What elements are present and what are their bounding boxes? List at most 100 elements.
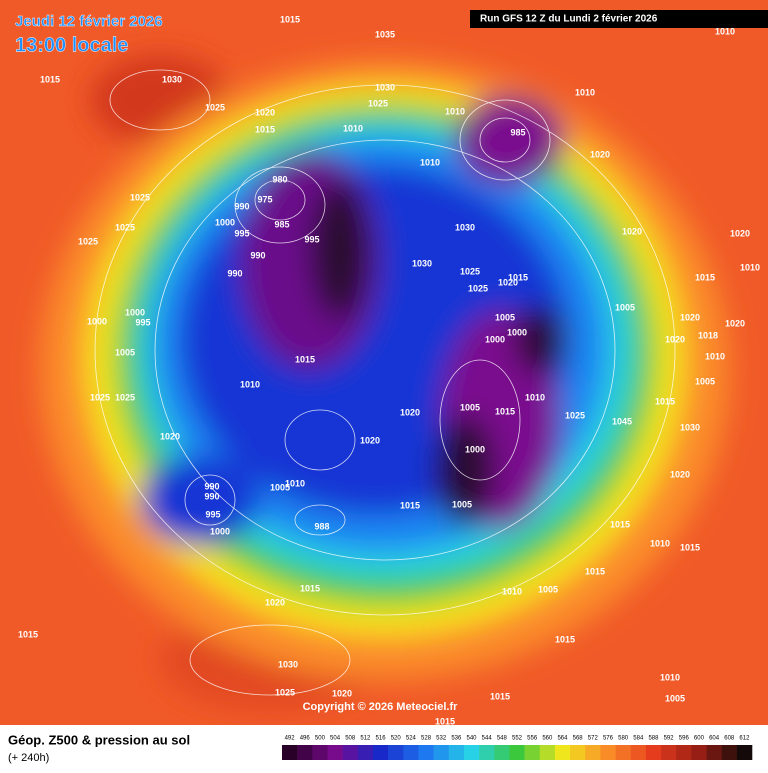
pressure-label: 990 [204, 491, 219, 501]
colorbar-label: 500 [315, 736, 326, 742]
pressure-label: 1000 [125, 307, 145, 317]
pressure-label: 1010 [705, 351, 725, 361]
colorbar-swatch [357, 745, 374, 760]
colorbar-swatch [282, 745, 298, 760]
colorbar-label: 580 [618, 736, 629, 742]
pressure-label: 980 [272, 174, 287, 184]
colorbar-label: 508 [345, 736, 356, 742]
colorbar-label: 544 [482, 736, 493, 742]
colorbar-label: 612 [739, 736, 750, 742]
pressure-label: 1025 [90, 392, 110, 402]
copyright: Copyright © 2026 Meteociel.fr [303, 701, 459, 713]
pressure-label: 1020 [665, 334, 685, 344]
pressure-label: 1025 [468, 283, 488, 293]
pressure-label: 1015 [490, 691, 510, 701]
pressure-label: 1030 [680, 422, 700, 432]
colorbar-label: 552 [512, 736, 523, 742]
colorbar-label: 560 [542, 736, 553, 742]
pressure-label: 1020 [730, 228, 750, 238]
pressure-label: 1018 [698, 330, 718, 340]
colorbar-label: 504 [330, 736, 341, 742]
pressure-label: 1025 [368, 98, 388, 108]
pressure-label: 1005 [495, 312, 515, 322]
pressure-label: 1000 [485, 334, 505, 344]
colorbar-label: 548 [497, 736, 508, 742]
pressure-label: 1015 [40, 74, 60, 84]
colorbar-swatch [736, 745, 753, 760]
pressure-label: 1020 [360, 435, 380, 445]
pressure-label: 1025 [205, 102, 225, 112]
colorbar: 492 496 500 504 508 512 516 520 524 528 532 536 540 5… [282, 736, 753, 760]
pressure-label: 1000 [507, 327, 527, 337]
pressure-label: 1020 [680, 312, 700, 322]
pressure-label: 1010 [660, 672, 680, 682]
pressure-label: 1015 [680, 542, 700, 552]
colorbar-swatch [539, 745, 556, 760]
colorbar-swatch [433, 745, 450, 760]
pressure-label: 1005 [665, 693, 685, 703]
pressure-label: 1015 [508, 272, 528, 282]
pressure-label: 1030 [162, 74, 182, 84]
colorbar-swatch [661, 745, 677, 760]
pressure-label: 1025 [130, 192, 150, 202]
colorbar-label: 532 [436, 736, 447, 742]
colorbar-swatch [524, 745, 541, 760]
colorbar-swatch [554, 745, 571, 760]
pressure-label: 1015 [655, 396, 675, 406]
legend-lead: (+ 240h) [8, 752, 49, 764]
pressure-label: 1015 [300, 583, 320, 593]
legend-title: Géop. Z500 & pression au sol [8, 732, 190, 747]
forecast-date: Jeudi 12 février 2026 [15, 13, 163, 30]
colorbar-swatch [372, 745, 389, 760]
forecast-time: 13:00 locale [15, 34, 128, 56]
pressure-label: 1000 [87, 316, 107, 326]
pressure-label: 1015 [295, 354, 315, 364]
pressure-label: 1005 [538, 584, 558, 594]
pressure-label: 1015 [610, 519, 630, 529]
pressure-label: 1030 [412, 258, 432, 268]
colorbar-swatch [676, 745, 692, 760]
pressure-label: 1045 [612, 416, 632, 426]
colorbar-swatch [403, 745, 419, 760]
pressure-label: 1015 [280, 14, 300, 24]
pressure-label: 1025 [460, 266, 480, 276]
colorbar-swatch [312, 745, 328, 760]
colorbar-label: 520 [391, 736, 402, 742]
colorbar-swatch [721, 745, 738, 760]
colorbar-swatch [600, 745, 616, 760]
colorbar-label: 536 [451, 736, 462, 742]
pressure-label: 1020 [400, 407, 420, 417]
colorbar-label: 596 [679, 736, 690, 742]
pressure-label: 1025 [565, 410, 585, 420]
pressure-label: 990 [234, 201, 249, 211]
pressure-label: 1010 [285, 478, 305, 488]
pressure-labels: 1015 1035 1010 1015 1030 1030 1025 1020 1025 1010… [18, 14, 760, 726]
colorbar-label: 568 [573, 736, 584, 742]
pressure-label: 1015 [585, 566, 605, 576]
pressure-label: 1000 [215, 217, 235, 227]
pressure-label: 1035 [375, 29, 395, 39]
pressure-label: 1025 [115, 392, 135, 402]
colorbar-label: 528 [421, 736, 432, 742]
pressure-label: 1005 [460, 402, 480, 412]
pressure-label: 1010 [343, 123, 363, 133]
colorbar-swatch [479, 745, 495, 760]
colorbar-label: 592 [664, 736, 675, 742]
pressure-label: 1000 [210, 526, 230, 536]
colorbar-swatch [327, 745, 343, 760]
pressure-label: 1020 [590, 149, 610, 159]
pressure-label: 1005 [695, 376, 715, 386]
pressure-label: 1010 [740, 262, 760, 272]
colorbar-label: 564 [557, 736, 568, 742]
pressure-label: 985 [510, 127, 525, 137]
pressure-label: 1020 [725, 318, 745, 328]
pressure-label: 1015 [555, 634, 575, 644]
pressure-label: 1010 [525, 392, 545, 402]
colorbar-label: 516 [376, 736, 387, 742]
colorbar-swatch [418, 745, 434, 760]
pressure-label: 995 [205, 509, 220, 519]
pressure-label: 1030 [278, 659, 298, 669]
pressure-label: 988 [314, 521, 329, 531]
pressure-label: 1015 [18, 629, 38, 639]
colorbar-label: 604 [709, 736, 720, 742]
